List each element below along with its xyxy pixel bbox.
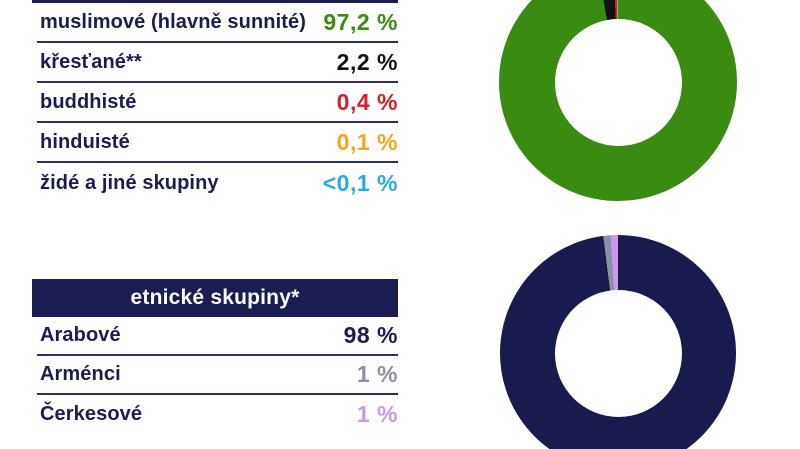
row-label: hinduisté bbox=[40, 130, 130, 153]
row-value: 97,2 % bbox=[323, 8, 398, 35]
row-label: Čerkesové bbox=[40, 403, 143, 425]
row-label: židé a jiné skupiny bbox=[40, 171, 219, 194]
ethnic-groups-table: etnické skupiny* Arabové 98 % Arménci 1 … bbox=[32, 279, 398, 434]
table-row-muslims: muslimové (hlavně sunnité) 97,2 % bbox=[37, 3, 398, 43]
religions-table: muslimové (hlavně sunnité) 97,2 % křesťa… bbox=[32, 0, 398, 203]
table-row-armenians: Arménci 1 % bbox=[37, 356, 398, 395]
donut-hole bbox=[554, 289, 682, 417]
row-value: 98 % bbox=[343, 322, 398, 348]
table-row-christians: křesťané** 2,2 % bbox=[37, 43, 398, 83]
row-value: 1 % bbox=[356, 361, 398, 387]
row-label: Arménci bbox=[40, 363, 121, 385]
religions-donut-chart bbox=[499, 0, 737, 201]
row-label: křesťané** bbox=[40, 50, 142, 73]
row-value: 0,1 % bbox=[336, 128, 398, 155]
row-value: <0,1 % bbox=[322, 169, 398, 196]
row-value: 1 % bbox=[356, 401, 398, 427]
religions-table-header-cutoff bbox=[32, 0, 398, 3]
row-value: 2,2 % bbox=[336, 48, 398, 75]
row-label: buddhisté bbox=[40, 90, 137, 113]
table-row-jews-others: židé a jiné skupiny <0,1 % bbox=[37, 163, 398, 203]
table-row-hindus: hinduisté 0,1 % bbox=[37, 123, 398, 163]
row-value: 0,4 % bbox=[336, 88, 398, 115]
ethnic-table-header: etnické skupiny* bbox=[32, 279, 398, 317]
donut-hole bbox=[554, 18, 682, 146]
row-label: muslimové (hlavně sunnité) bbox=[40, 10, 306, 33]
ethnic-donut-chart bbox=[500, 235, 736, 449]
table-row-arabs: Arabové 98 % bbox=[37, 317, 398, 356]
table-row-buddhists: buddhisté 0,4 % bbox=[37, 83, 398, 123]
table-row-circassians: Čerkesové 1 % bbox=[37, 395, 398, 434]
row-label: Arabové bbox=[40, 324, 121, 346]
